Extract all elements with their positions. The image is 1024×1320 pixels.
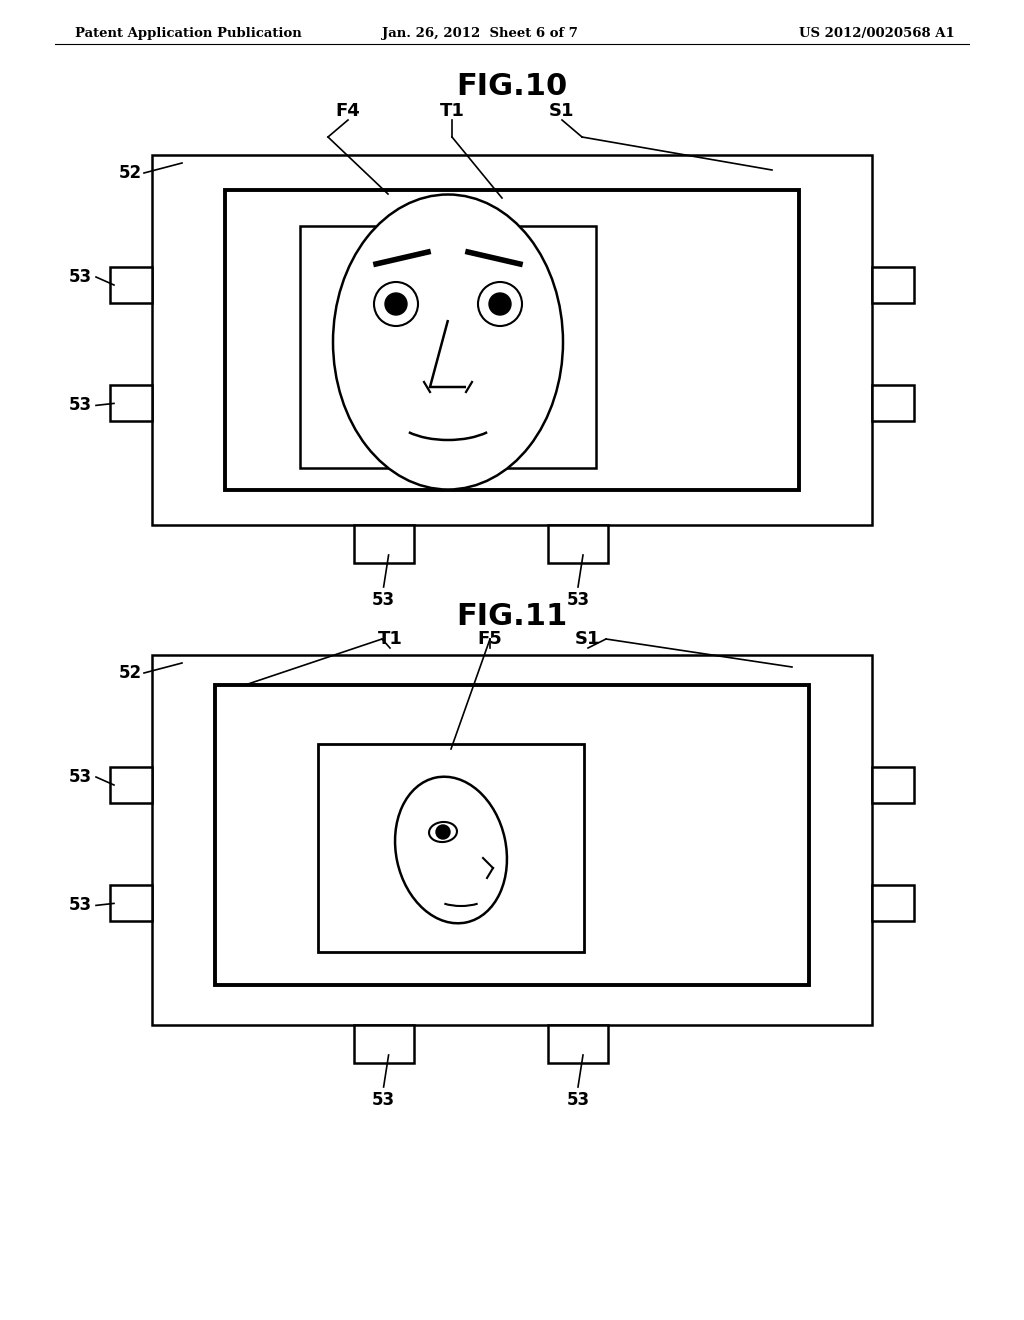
Text: 52: 52 xyxy=(119,164,142,182)
Bar xyxy=(872,267,914,304)
Bar xyxy=(110,267,152,304)
Ellipse shape xyxy=(395,776,507,923)
Bar xyxy=(548,1026,608,1063)
Text: 53: 53 xyxy=(372,591,395,609)
Text: 53: 53 xyxy=(566,591,590,609)
Bar xyxy=(152,655,872,1026)
Text: F4: F4 xyxy=(336,102,360,120)
Ellipse shape xyxy=(333,194,563,490)
Text: US 2012/0020568 A1: US 2012/0020568 A1 xyxy=(800,26,955,40)
Text: T1: T1 xyxy=(439,102,465,120)
Text: FIG.11: FIG.11 xyxy=(457,602,567,631)
Text: 53: 53 xyxy=(69,768,92,785)
Bar xyxy=(318,744,584,952)
Circle shape xyxy=(385,293,407,315)
Circle shape xyxy=(478,282,522,326)
Text: 53: 53 xyxy=(566,1092,590,1109)
Text: Jan. 26, 2012  Sheet 6 of 7: Jan. 26, 2012 Sheet 6 of 7 xyxy=(382,26,578,40)
Text: 53: 53 xyxy=(69,896,92,915)
Bar xyxy=(872,886,914,921)
Text: 53: 53 xyxy=(69,396,92,414)
Text: 53: 53 xyxy=(69,268,92,286)
Circle shape xyxy=(489,293,511,315)
Bar xyxy=(353,525,414,564)
Ellipse shape xyxy=(429,822,457,842)
Bar xyxy=(152,154,872,525)
Bar xyxy=(215,685,809,985)
Text: 53: 53 xyxy=(372,1092,395,1109)
Bar xyxy=(872,767,914,803)
Bar xyxy=(110,385,152,421)
Bar xyxy=(872,385,914,421)
Bar xyxy=(548,525,608,564)
Bar xyxy=(110,767,152,803)
Text: S1: S1 xyxy=(575,630,601,648)
Circle shape xyxy=(374,282,418,326)
Text: S1: S1 xyxy=(549,102,574,120)
Text: FIG.10: FIG.10 xyxy=(457,73,567,102)
Text: T1: T1 xyxy=(378,630,402,648)
Bar xyxy=(353,1026,414,1063)
Text: Patent Application Publication: Patent Application Publication xyxy=(75,26,302,40)
Bar xyxy=(225,190,799,490)
Text: F5: F5 xyxy=(477,630,503,648)
Bar xyxy=(110,886,152,921)
Text: 52: 52 xyxy=(119,664,142,682)
Bar xyxy=(300,226,596,469)
Circle shape xyxy=(436,825,450,840)
